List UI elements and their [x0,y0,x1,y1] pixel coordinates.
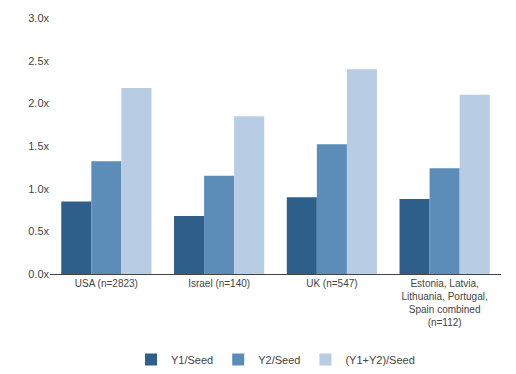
svg-text:1.0x: 1.0x [28,183,49,195]
svg-text:(Y1+Y2)/Seed: (Y1+Y2)/Seed [345,354,414,366]
svg-text:Y1/Seed: Y1/Seed [171,354,213,366]
svg-text:USA (n=2823): USA (n=2823) [75,278,138,289]
svg-text:Y2/Seed: Y2/Seed [258,354,300,366]
svg-text:Israel (n=140): Israel (n=140) [188,278,250,289]
svg-text:0.0x: 0.0x [28,268,49,280]
svg-text:UK (n=547): UK (n=547) [306,278,357,289]
svg-text:2.5x: 2.5x [28,55,49,67]
svg-text:1.5x: 1.5x [28,140,49,152]
svg-text:Estonia, Latvia,Lithuania, Por: Estonia, Latvia,Lithuania, Portugal,Spai… [402,278,488,328]
svg-text:3.0x: 3.0x [28,12,49,24]
svg-text:0.5x: 0.5x [28,225,49,237]
svg-text:2.0x: 2.0x [28,97,49,109]
